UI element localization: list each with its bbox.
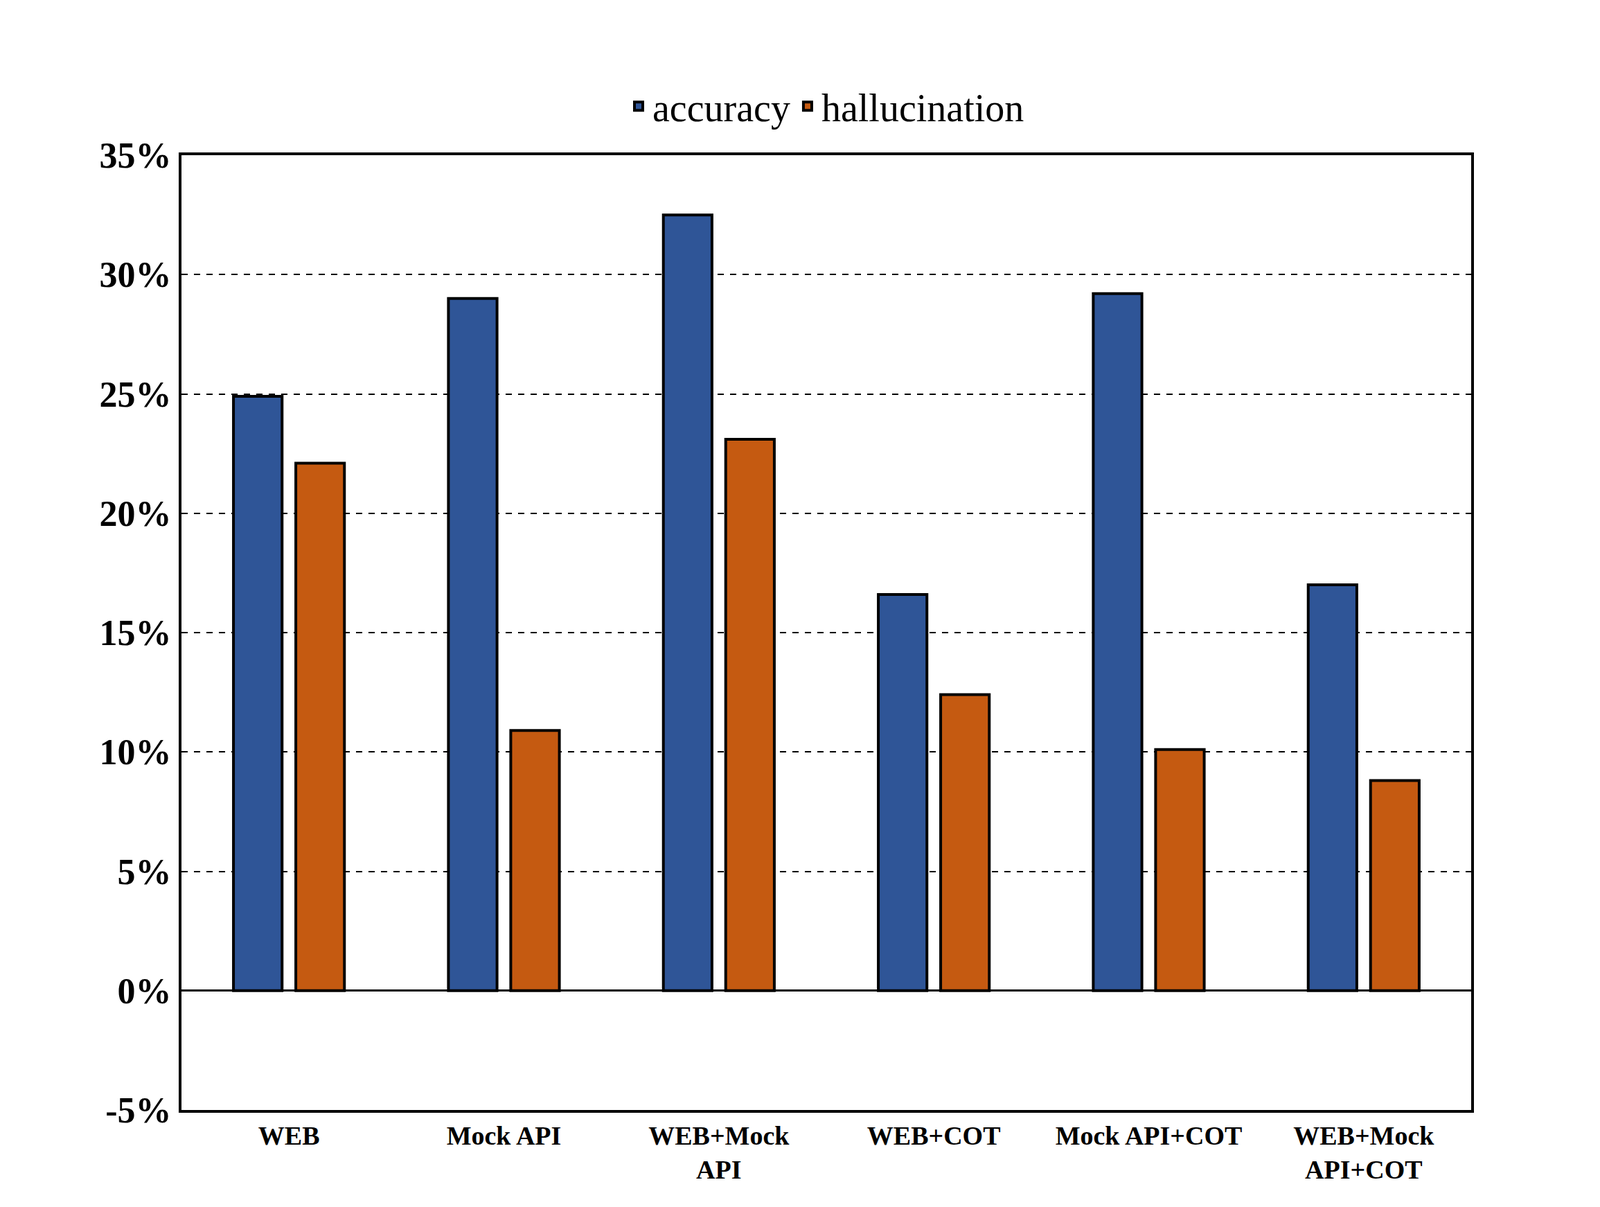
svg-text:35%: 35% xyxy=(99,135,172,176)
svg-text:WEB: WEB xyxy=(258,1120,320,1150)
svg-text:15%: 15% xyxy=(99,612,172,653)
svg-text:25%: 25% xyxy=(99,374,172,415)
svg-text:WEB+MockAPI+COT: WEB+MockAPI+COT xyxy=(1293,1120,1435,1184)
svg-text:WEB+MockAPI: WEB+MockAPI xyxy=(648,1120,790,1184)
svg-text:0%: 0% xyxy=(117,971,172,1011)
svg-text:30%: 30% xyxy=(99,254,172,295)
svg-text:10%: 10% xyxy=(99,732,172,772)
svg-text:20%: 20% xyxy=(99,493,172,534)
svg-text:hallucination: hallucination xyxy=(821,86,1024,130)
svg-text:accuracy: accuracy xyxy=(652,86,791,130)
svg-text:Mock API: Mock API xyxy=(446,1120,562,1150)
svg-text:-5%: -5% xyxy=(105,1090,172,1130)
svg-text:WEB+COT: WEB+COT xyxy=(867,1120,1001,1150)
svg-text:5%: 5% xyxy=(117,851,172,892)
svg-text:Mock API+COT: Mock API+COT xyxy=(1055,1120,1243,1150)
